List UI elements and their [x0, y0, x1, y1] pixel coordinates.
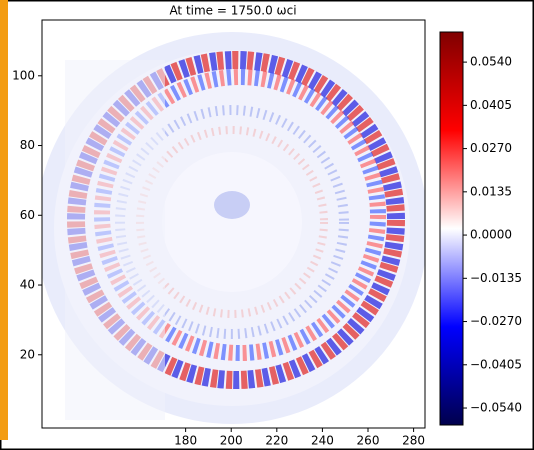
- colorbar-tick-label: −0.0540: [470, 401, 522, 415]
- y-tick-label: 80: [20, 138, 35, 152]
- x-tick-label: 240: [311, 434, 334, 448]
- chart-title: At time = 1750.0 ωci: [169, 4, 296, 18]
- colorbar-tick-label: 0.0000: [470, 228, 512, 242]
- x-tick-label: 220: [265, 434, 288, 448]
- colorbar-tick-label: 0.0270: [470, 141, 512, 155]
- x-tick-label: 180: [174, 434, 197, 448]
- x-tick-label: 200: [220, 434, 243, 448]
- colorbar-tick-label: 0.0405: [470, 98, 512, 112]
- colorbar-tick-label: −0.0405: [470, 357, 522, 371]
- y-tick-label: 100: [12, 68, 35, 82]
- y-tick-label: 60: [20, 208, 35, 222]
- y-tick-label: 20: [20, 347, 35, 361]
- colorbar-tick-label: 0.0540: [470, 55, 512, 69]
- colorbar: [439, 31, 464, 426]
- field: [42, 20, 425, 428]
- colorbar-tick-label: −0.0135: [470, 271, 522, 285]
- plot-frame: [41, 19, 426, 429]
- colorbar-tick-label: 0.0135: [470, 184, 512, 198]
- x-tick-label: 260: [357, 434, 380, 448]
- x-tick-label: 280: [402, 434, 425, 448]
- y-tick-label: 40: [20, 278, 35, 292]
- side-strip: [0, 0, 8, 440]
- colorbar-tick-label: −0.0270: [470, 314, 522, 328]
